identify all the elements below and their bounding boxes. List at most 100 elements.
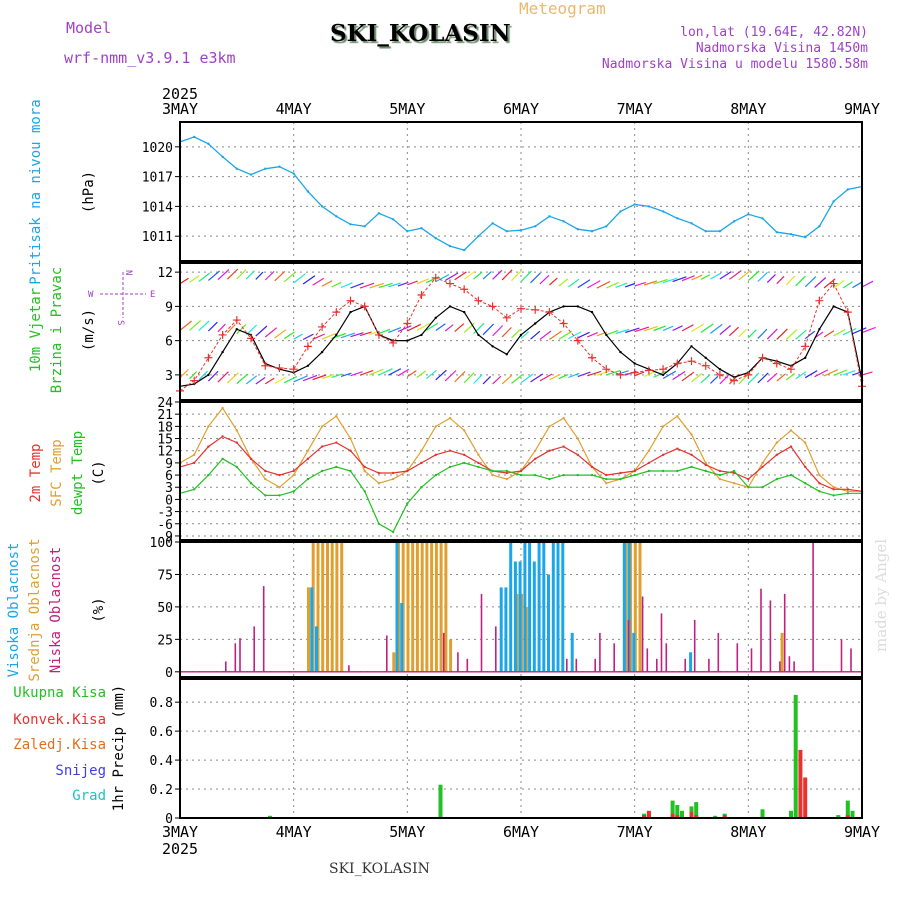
dewpt-temp-line-point xyxy=(207,473,210,477)
precip-conv-bar xyxy=(689,812,694,818)
wind-barb-icon xyxy=(511,329,521,339)
dewpt-temp-line-point xyxy=(562,473,565,477)
temperature-ytick-label: 21 xyxy=(157,408,173,423)
watermark-label: made by Angel xyxy=(872,539,890,652)
mid-cloud-bar xyxy=(633,542,637,672)
wind-ytick-label: 9 xyxy=(165,300,173,315)
wind-barb-icon xyxy=(321,333,336,340)
wind-gust-marker xyxy=(701,361,710,370)
dewpt-temp-line-point xyxy=(761,486,764,489)
sfc-temp-line-point xyxy=(377,482,381,485)
mid-cloud-bar xyxy=(780,632,784,672)
wind-gust-marker xyxy=(417,290,426,299)
sfc-temp-line-point xyxy=(548,425,551,428)
wind-ytick-label: 6 xyxy=(165,335,173,350)
temp-2m-line-point xyxy=(605,473,608,477)
wind-ytick-label: 12 xyxy=(157,266,173,281)
temp-2m-line-point xyxy=(562,445,565,448)
sfc-temp-line-point xyxy=(775,441,778,444)
sfc-temp-line-point xyxy=(491,473,494,477)
wind-barb-icon xyxy=(558,278,569,287)
temp-2m-line-point xyxy=(207,445,210,448)
wind-gust-marker xyxy=(247,334,256,343)
pressure-line-point xyxy=(647,205,651,208)
wind-barb-icon xyxy=(416,370,427,379)
high-cloud-bar xyxy=(542,542,546,672)
wind-barb-icon xyxy=(681,324,694,332)
wind-barb-icon xyxy=(776,373,786,382)
pressure-line-point xyxy=(235,167,238,170)
precip-total-bar xyxy=(438,784,443,818)
wind-barb-icon xyxy=(606,281,620,289)
pressure-line-point xyxy=(576,228,579,231)
mid-cloud-bar xyxy=(321,542,325,672)
wind-barb-icon xyxy=(397,281,409,287)
temp-2m-line-point xyxy=(661,453,665,456)
precip-conv-bar xyxy=(670,813,675,818)
wind-barb-icon xyxy=(833,328,846,337)
low-cloud-bar xyxy=(684,658,686,672)
wind-barb-icon xyxy=(378,282,393,289)
mid-cloud-bar xyxy=(316,542,320,672)
wind-barb-icon xyxy=(587,370,602,377)
wind-barb-icon xyxy=(359,282,375,289)
clouds-frame xyxy=(179,541,863,678)
wind-barb-icon xyxy=(255,377,266,385)
pressure-line-point xyxy=(505,230,508,233)
compass-w-label: W xyxy=(88,290,94,300)
dewpt-temp-line-point xyxy=(548,477,551,481)
top-date-label: 8MAY xyxy=(730,100,766,118)
wind-units: (m/s) xyxy=(81,309,97,351)
low-cloud-bar xyxy=(850,648,852,672)
mid-cloud-bar xyxy=(638,542,642,672)
wind-gust-marker xyxy=(204,353,213,362)
wind-barb-icon xyxy=(226,372,239,384)
mid-cloud-bar xyxy=(425,542,429,672)
sfc-temp-line-point xyxy=(832,486,835,489)
wind-barb-icon xyxy=(302,275,316,285)
wind-barb-icon xyxy=(700,374,711,384)
dewpt-temp-line-point xyxy=(832,494,835,497)
low-cloud-bar xyxy=(480,593,483,672)
precip-conv-bar xyxy=(646,810,651,818)
wind-barb-icon xyxy=(350,282,364,289)
wind-barb-icon xyxy=(331,281,342,288)
wind-speed-line-point xyxy=(576,305,579,308)
dewpt-temp-line-point xyxy=(704,469,707,473)
wind-barb-icon xyxy=(662,370,677,380)
temp-2m-ylabel: 2m Temp xyxy=(28,443,44,502)
dewpt-temp-line-point xyxy=(789,473,793,477)
wind-barb-icon xyxy=(473,322,485,335)
temp-2m-line-point xyxy=(718,469,722,473)
low-cloud-bar xyxy=(594,658,596,672)
temperature-ytick-label: 0 xyxy=(165,493,173,508)
wind-barb-icon xyxy=(738,269,751,281)
wind-barb-icon xyxy=(274,376,286,384)
bottom-date-label: 9MAY xyxy=(844,823,880,841)
sfc-temp-line-point xyxy=(193,453,196,456)
wind-gust-marker xyxy=(531,305,540,314)
wind-barb-icon xyxy=(681,371,695,382)
wind-speed-line-point xyxy=(818,328,821,331)
low-cloud-bar xyxy=(234,643,237,672)
wind-barb-icon xyxy=(312,333,325,340)
temperature-ytick-label: 3 xyxy=(165,481,173,496)
wind-barb-icon xyxy=(388,327,402,333)
wind-gust-marker xyxy=(460,285,469,294)
wind-gust-marker xyxy=(232,316,241,325)
low-cloud-bar xyxy=(348,665,350,672)
sfc-temp-line-point xyxy=(264,477,267,481)
precip-total-bar xyxy=(713,815,718,818)
dewpt-temp-line-point xyxy=(264,494,267,497)
wind-barb-icon xyxy=(264,377,275,385)
wind-gust-marker xyxy=(616,370,625,379)
sfc-temp-line-point xyxy=(477,453,480,456)
high-cloud-bar xyxy=(509,542,513,672)
wind-barb-icon xyxy=(435,274,450,283)
bottom-date-label: 4MAY xyxy=(276,823,312,841)
wind-barb-icon xyxy=(236,269,247,280)
wind-barb-icon xyxy=(861,326,876,334)
low-cloud-bar xyxy=(736,643,739,672)
dewpt-temp-line-point xyxy=(605,477,608,481)
